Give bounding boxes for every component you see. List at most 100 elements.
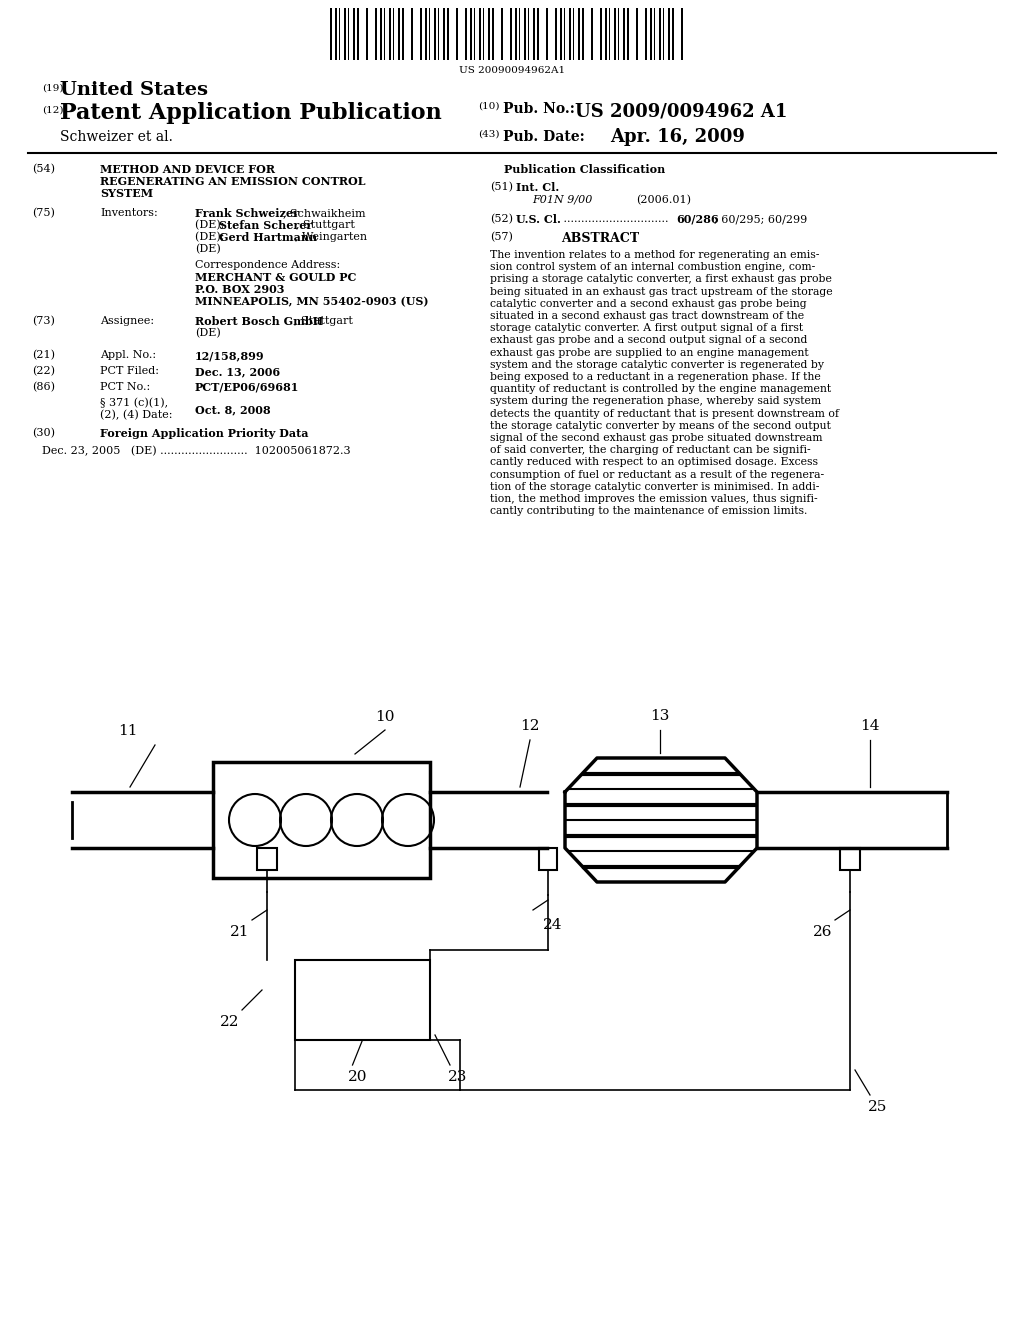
Text: 26: 26 <box>812 925 831 939</box>
Text: METHOD AND DEVICE FOR: METHOD AND DEVICE FOR <box>100 164 275 176</box>
Text: being situated in an exhaust gas tract upstream of the storage: being situated in an exhaust gas tract u… <box>490 286 833 297</box>
Bar <box>330 8 332 59</box>
Text: US 2009/0094962 A1: US 2009/0094962 A1 <box>575 102 787 120</box>
Text: ; 60/295; 60/299: ; 60/295; 60/299 <box>714 214 807 224</box>
Text: (51): (51) <box>490 182 513 193</box>
Text: REGENERATING AN EMISSION CONTROL: REGENERATING AN EMISSION CONTROL <box>100 176 366 187</box>
Text: 20: 20 <box>348 1071 368 1084</box>
Bar <box>456 8 459 59</box>
Text: prising a storage catalytic converter, a first exhaust gas probe: prising a storage catalytic converter, a… <box>490 275 831 284</box>
Text: (43): (43) <box>478 129 500 139</box>
Text: 12: 12 <box>520 719 540 733</box>
Text: P.O. BOX 2903: P.O. BOX 2903 <box>195 284 285 294</box>
Text: the storage catalytic converter by means of the second output: the storage catalytic converter by means… <box>490 421 830 430</box>
Text: , Weingarten: , Weingarten <box>295 232 368 242</box>
Bar <box>591 8 593 59</box>
Bar <box>411 8 414 59</box>
Bar <box>343 8 346 59</box>
Polygon shape <box>565 758 757 882</box>
Bar <box>681 8 683 59</box>
Text: Frank Schweizer: Frank Schweizer <box>195 209 299 219</box>
Bar <box>658 8 660 59</box>
Text: Publication Classification: Publication Classification <box>505 164 666 176</box>
Bar <box>645 8 647 59</box>
Text: Robert Bosch GmbH: Robert Bosch GmbH <box>195 315 324 327</box>
Text: signal of the second exhaust gas probe situated downstream: signal of the second exhaust gas probe s… <box>490 433 822 444</box>
Text: 22: 22 <box>219 1015 239 1030</box>
Bar <box>627 8 630 59</box>
Text: 60/286: 60/286 <box>676 214 719 224</box>
Bar <box>523 8 525 59</box>
Text: Oct. 8, 2008: Oct. 8, 2008 <box>195 404 270 414</box>
Bar <box>537 8 540 59</box>
Text: of said converter, the charging of reductant can be signifi-: of said converter, the charging of reduc… <box>490 445 811 455</box>
Text: tion, the method improves the emission values, thus signifi-: tion, the method improves the emission v… <box>490 494 817 504</box>
Text: 21: 21 <box>229 925 249 939</box>
Text: being exposed to a reductant in a regeneration phase. If the: being exposed to a reductant in a regene… <box>490 372 821 381</box>
Bar <box>559 8 562 59</box>
Text: (57): (57) <box>490 232 513 243</box>
Text: PCT/EP06/69681: PCT/EP06/69681 <box>195 381 299 393</box>
Bar <box>433 8 436 59</box>
Text: cantly reduced with respect to an optimised dosage. Excess: cantly reduced with respect to an optimi… <box>490 458 818 467</box>
Bar <box>532 8 535 59</box>
Text: exhaust gas probe are supplied to an engine management: exhaust gas probe are supplied to an eng… <box>490 347 809 358</box>
Bar <box>514 8 517 59</box>
Text: The invention relates to a method for regenerating an emis-: The invention relates to a method for re… <box>490 249 819 260</box>
Text: Appl. No.:: Appl. No.: <box>100 350 156 360</box>
Text: United States: United States <box>60 81 208 99</box>
Bar <box>352 8 354 59</box>
Bar <box>357 8 359 59</box>
Text: PCT No.:: PCT No.: <box>100 381 151 392</box>
Text: Patent Application Publication: Patent Application Publication <box>60 102 441 124</box>
Text: Pub. Date:: Pub. Date: <box>503 129 585 144</box>
Bar <box>546 8 548 59</box>
Bar <box>582 8 585 59</box>
Bar <box>501 8 503 59</box>
Bar <box>335 8 337 59</box>
Text: (DE);: (DE); <box>195 220 228 230</box>
Bar <box>388 8 391 59</box>
Text: (73): (73) <box>32 315 55 326</box>
Text: Assignee:: Assignee: <box>100 315 155 326</box>
Bar <box>649 8 651 59</box>
Text: (19): (19) <box>42 84 63 92</box>
Text: cantly contributing to the maintenance of emission limits.: cantly contributing to the maintenance o… <box>490 506 807 516</box>
Text: 11: 11 <box>118 723 137 738</box>
Text: PCT Filed:: PCT Filed: <box>100 366 159 376</box>
Text: MINNEAPOLIS, MN 55402-0903 (US): MINNEAPOLIS, MN 55402-0903 (US) <box>195 296 428 308</box>
Text: § 371 (c)(1),: § 371 (c)(1), <box>100 399 168 408</box>
Text: exhaust gas probe and a second output signal of a second: exhaust gas probe and a second output si… <box>490 335 807 346</box>
Text: system during the regeneration phase, whereby said system: system during the regeneration phase, wh… <box>490 396 821 407</box>
Bar <box>442 8 444 59</box>
Text: , Stuttgart: , Stuttgart <box>294 315 353 326</box>
Text: Stefan Scherer: Stefan Scherer <box>219 220 312 231</box>
Bar <box>600 8 602 59</box>
Bar <box>578 8 580 59</box>
Text: (10): (10) <box>478 102 500 111</box>
Text: , Stuttgart: , Stuttgart <box>296 220 355 230</box>
Bar <box>213 762 430 878</box>
Text: (86): (86) <box>32 381 55 392</box>
Bar <box>420 8 422 59</box>
Text: detects the quantity of reductant that is present downstream of: detects the quantity of reductant that i… <box>490 409 839 418</box>
Text: catalytic converter and a second exhaust gas probe being: catalytic converter and a second exhaust… <box>490 298 807 309</box>
Text: 23: 23 <box>449 1071 467 1084</box>
Bar <box>492 8 495 59</box>
Bar <box>636 8 638 59</box>
Text: (DE);: (DE); <box>195 232 228 243</box>
Text: (75): (75) <box>32 209 55 218</box>
Bar <box>380 8 382 59</box>
Text: 10: 10 <box>375 710 394 723</box>
Text: Apr. 16, 2009: Apr. 16, 2009 <box>610 128 744 147</box>
Bar <box>402 8 404 59</box>
Text: Pub. No.:: Pub. No.: <box>503 102 574 116</box>
Text: quantity of reductant is controlled by the engine management: quantity of reductant is controlled by t… <box>490 384 831 395</box>
Text: 12/158,899: 12/158,899 <box>195 350 264 360</box>
Bar <box>555 8 557 59</box>
Bar <box>487 8 489 59</box>
Text: sion control system of an internal combustion engine, com-: sion control system of an internal combu… <box>490 263 815 272</box>
Text: situated in a second exhaust gas tract downstream of the: situated in a second exhaust gas tract d… <box>490 312 804 321</box>
Text: SYSTEM: SYSTEM <box>100 187 154 199</box>
Bar <box>604 8 607 59</box>
